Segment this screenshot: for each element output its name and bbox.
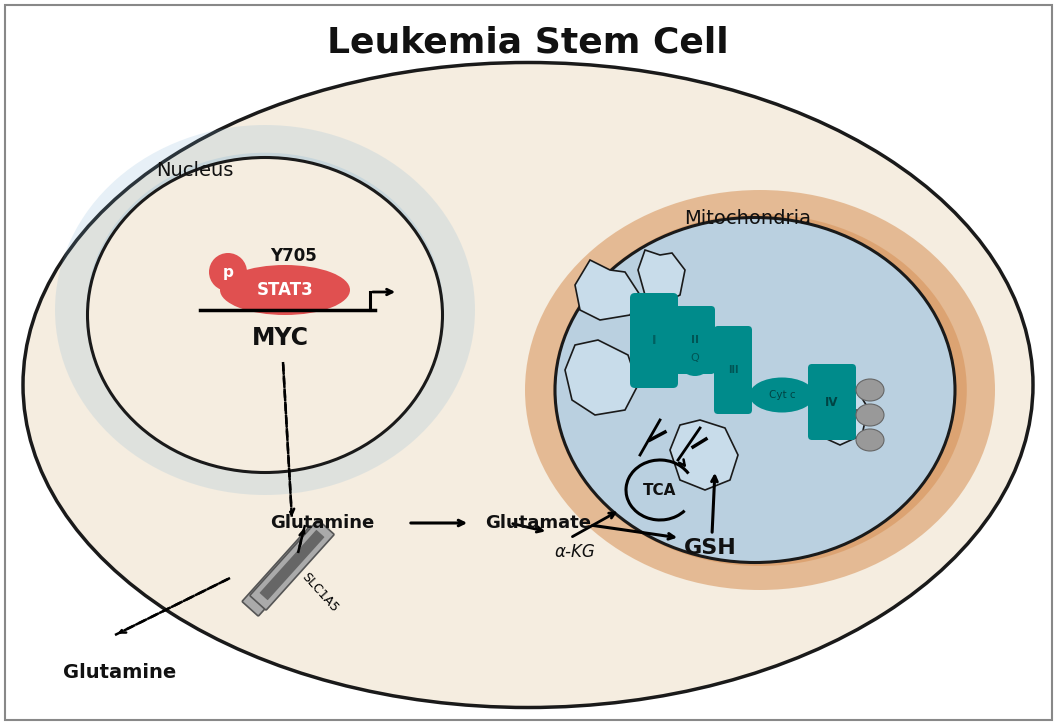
Text: Q: Q — [690, 353, 700, 363]
Polygon shape — [810, 380, 868, 445]
FancyBboxPatch shape — [251, 520, 334, 610]
Ellipse shape — [209, 253, 247, 291]
Ellipse shape — [553, 214, 967, 566]
Text: SLC1A5: SLC1A5 — [299, 571, 341, 616]
Text: Cyt c: Cyt c — [768, 390, 795, 400]
Polygon shape — [670, 420, 738, 490]
FancyBboxPatch shape — [808, 364, 856, 440]
Text: Leukemia Stem Cell: Leukemia Stem Cell — [328, 25, 729, 59]
FancyBboxPatch shape — [675, 306, 715, 374]
Text: Nucleus: Nucleus — [156, 160, 234, 180]
Ellipse shape — [220, 265, 350, 315]
Ellipse shape — [856, 379, 884, 401]
Text: α-KG: α-KG — [555, 543, 595, 561]
Text: Y705: Y705 — [270, 247, 317, 265]
Ellipse shape — [555, 218, 956, 563]
Ellipse shape — [676, 340, 713, 376]
Text: Glutamine: Glutamine — [63, 663, 177, 681]
Polygon shape — [638, 250, 685, 305]
Text: STAT3: STAT3 — [257, 281, 313, 299]
Ellipse shape — [23, 62, 1033, 708]
Ellipse shape — [118, 181, 412, 439]
Text: Glutamine: Glutamine — [270, 514, 374, 532]
Ellipse shape — [55, 125, 475, 495]
Text: III: III — [728, 365, 738, 375]
Ellipse shape — [525, 190, 995, 590]
Text: p: p — [223, 265, 234, 280]
Text: TCA: TCA — [644, 483, 676, 497]
Ellipse shape — [149, 208, 381, 412]
Ellipse shape — [583, 240, 937, 540]
Text: Mitochondria: Mitochondria — [685, 209, 812, 228]
FancyBboxPatch shape — [630, 293, 678, 388]
Polygon shape — [565, 340, 638, 415]
Text: MYC: MYC — [252, 326, 309, 350]
Polygon shape — [575, 260, 639, 320]
Text: Glutamate: Glutamate — [485, 514, 591, 532]
Text: II: II — [691, 335, 699, 345]
FancyBboxPatch shape — [5, 5, 1052, 720]
Text: GSH: GSH — [684, 538, 737, 558]
Text: I: I — [652, 334, 656, 347]
FancyBboxPatch shape — [260, 530, 324, 600]
Text: IV: IV — [826, 396, 839, 408]
FancyBboxPatch shape — [242, 526, 327, 616]
FancyBboxPatch shape — [713, 326, 752, 414]
Ellipse shape — [87, 153, 444, 467]
Ellipse shape — [856, 404, 884, 426]
Ellipse shape — [88, 157, 443, 473]
Ellipse shape — [749, 378, 815, 413]
Ellipse shape — [856, 429, 884, 451]
